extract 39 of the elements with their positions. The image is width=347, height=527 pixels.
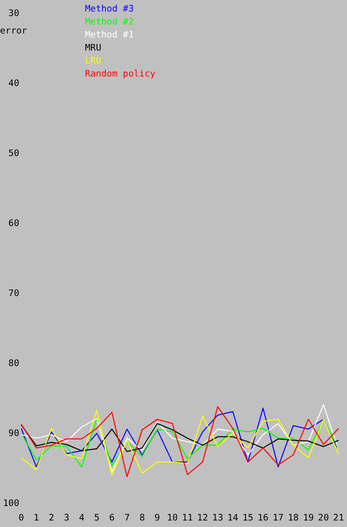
text: Method #2 <box>85 18 134 28</box>
x-tick-label: 21 <box>333 514 344 524</box>
x-tick-label: 9 <box>154 514 160 524</box>
x-tick-label: 7 <box>124 514 130 524</box>
y-tick-label: 30 <box>8 9 20 19</box>
x-tick-label: 2 <box>48 514 54 524</box>
line-series <box>20 423 340 452</box>
x-tick-label: 6 <box>109 514 115 524</box>
x-tick-label: 19 <box>302 514 314 524</box>
x-tick-label: 15 <box>242 514 254 524</box>
y-axis-title: error <box>0 26 28 36</box>
y-tick-label: 70 <box>8 289 20 299</box>
x-tick-label: 11 <box>182 514 193 524</box>
line-series <box>20 418 340 468</box>
x-tick-label: 13 <box>212 514 224 524</box>
text: LRU <box>85 56 102 66</box>
y-tick-label: 100 <box>2 499 20 509</box>
text: Random policy <box>85 70 156 80</box>
x-tick-label: 1 <box>34 514 40 524</box>
y-tick-label: 50 <box>8 149 20 159</box>
x-tick-label: 17 <box>272 514 284 524</box>
x-tick-label: 10 <box>166 514 178 524</box>
x-tick-label: 14 <box>227 514 238 524</box>
text: Method #3 <box>85 4 134 14</box>
x-tick-label: 4 <box>78 514 84 524</box>
x-tick-label: 5 <box>94 514 100 524</box>
y-tick-label: 80 <box>8 359 20 369</box>
text: Method #1 <box>85 30 134 40</box>
x-tick-label: 16 <box>258 514 268 524</box>
x-tick-label: 20 <box>318 514 329 524</box>
x-tick-label: 8 <box>139 514 145 524</box>
x-tick-label: 12 <box>197 514 208 524</box>
text: MRU <box>85 44 102 54</box>
x-tick-label: 0 <box>18 514 24 524</box>
y-tick-label: 90 <box>8 429 20 439</box>
y-tick-label: 40 <box>8 79 20 89</box>
y-tick-label: 60 <box>8 219 20 229</box>
x-tick-label: 3 <box>64 514 70 524</box>
x-tick-label: 18 <box>288 514 299 524</box>
